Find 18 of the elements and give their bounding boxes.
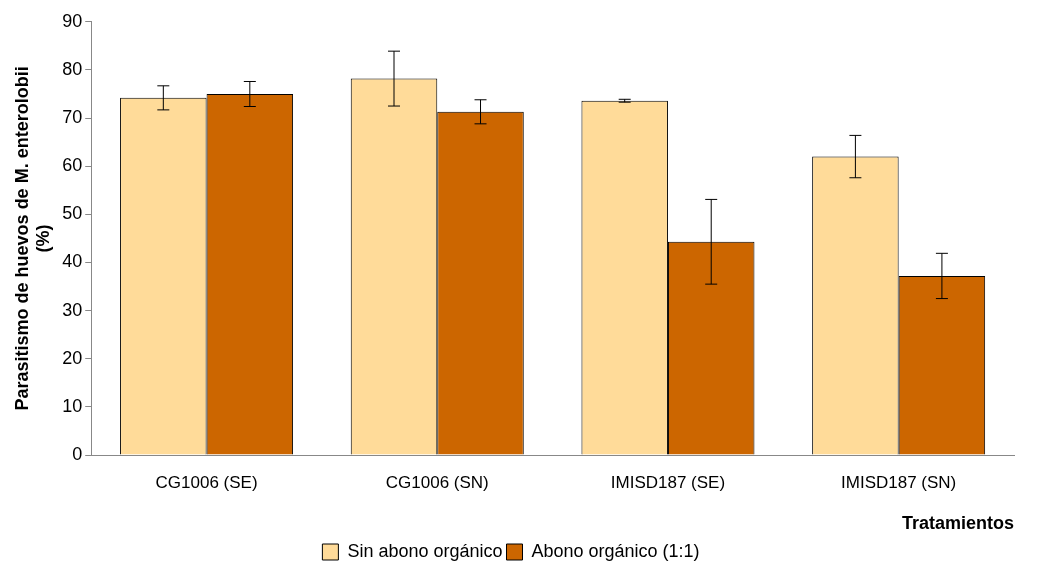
legend-label: Sin abono orgánico — [347, 540, 503, 561]
x-tick-label: CG1006 (SN) — [385, 472, 489, 492]
y-tick-label: 70 — [62, 107, 83, 128]
y-axis-title: Parasitismo de huevos de M. enterolobii (%) — [11, 66, 54, 411]
y-tick-label: 40 — [62, 251, 83, 272]
y-tick-label: 20 — [62, 347, 83, 368]
x-tick-label: IMISD187 (SN) — [841, 472, 957, 492]
y-tick-label: 80 — [62, 58, 83, 79]
x-tick-label: CG1006 (SE) — [155, 472, 258, 492]
y-tick-label: 60 — [62, 155, 83, 176]
y-tick-label: 30 — [62, 299, 83, 320]
y-tick-label: 90 — [62, 10, 83, 31]
legend-label: Abono orgánico (1:1) — [531, 540, 700, 561]
x-axis-title: Tratamientos — [901, 513, 1014, 534]
y-tick-label: 10 — [62, 395, 83, 416]
y-tick-label: 50 — [62, 203, 83, 224]
x-tick-label: IMISD187 (SE) — [610, 472, 726, 492]
y-tick-label: 0 — [72, 443, 83, 464]
